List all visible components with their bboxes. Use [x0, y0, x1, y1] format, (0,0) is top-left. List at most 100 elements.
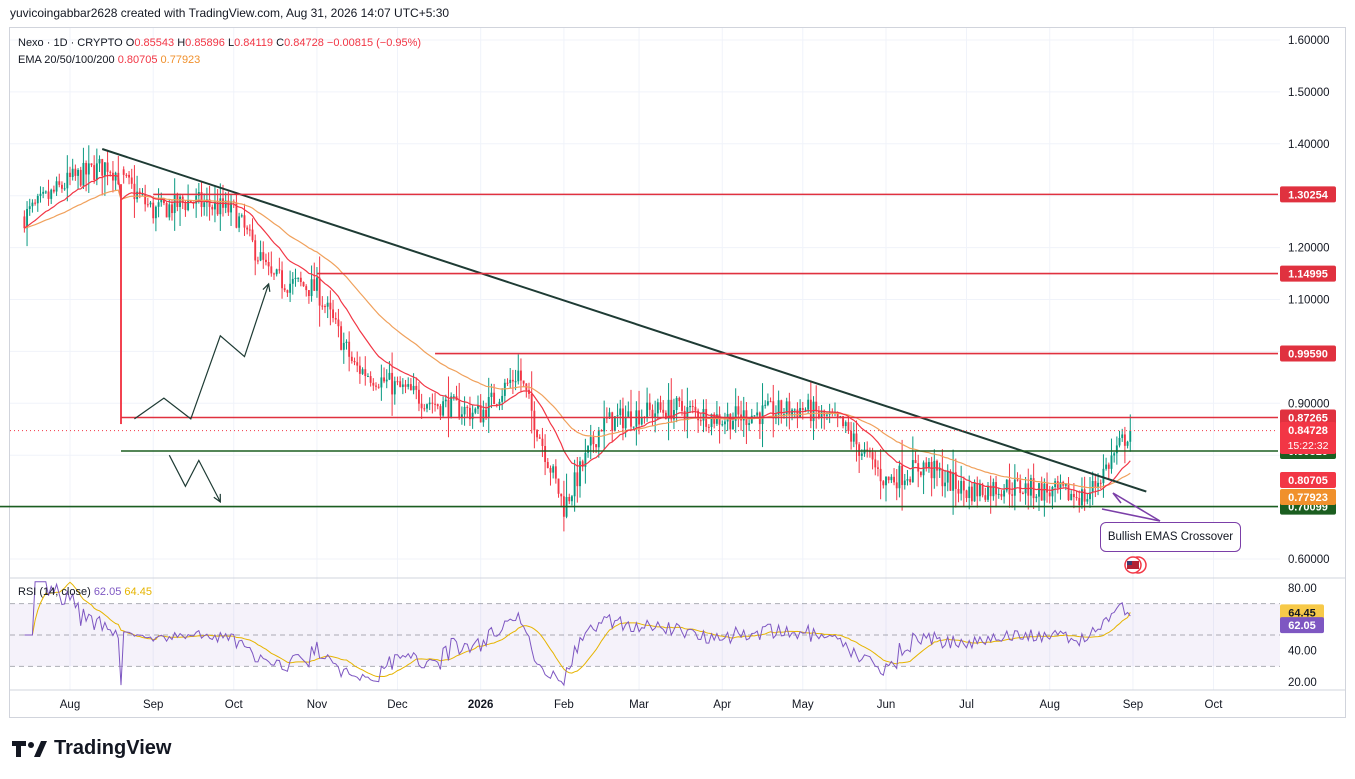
candle [960, 465, 963, 501]
candle [36, 193, 39, 212]
candle [745, 401, 748, 445]
candle [724, 412, 726, 435]
time-tick-label: Feb [554, 699, 574, 711]
candle [766, 393, 769, 407]
candle-body [973, 483, 976, 502]
high-value: 0.85896 [185, 37, 225, 49]
candle [667, 383, 670, 441]
candle-body [289, 283, 292, 293]
candle-body [74, 168, 77, 176]
candle-body [656, 402, 659, 414]
candle-body [474, 408, 477, 413]
candle-body [243, 215, 246, 228]
candle [984, 487, 987, 503]
candle [240, 213, 243, 218]
candle [1016, 472, 1019, 482]
candle-body [444, 399, 447, 402]
candle [256, 256, 259, 265]
candle-body [246, 227, 249, 230]
candle [847, 415, 850, 434]
rsi-line [24, 581, 1131, 687]
candle-body [804, 409, 807, 411]
candle-body [313, 279, 316, 291]
candle [334, 312, 337, 324]
candle-body [874, 459, 877, 468]
candle-body [753, 415, 756, 417]
candle [769, 397, 772, 403]
candle-body [262, 252, 265, 260]
candle-body [1089, 492, 1091, 500]
candle-body [1094, 481, 1097, 487]
chart-frame [9, 27, 1346, 718]
annotation-text: Bullish EMAS Crossover [1107, 531, 1234, 543]
candle-body [348, 341, 351, 357]
candle [447, 376, 450, 438]
candle-body [106, 162, 109, 172]
candle-body [273, 273, 275, 275]
candle [418, 382, 420, 412]
candle-body [877, 467, 879, 469]
candle [267, 252, 270, 276]
candle [761, 383, 764, 448]
candle [106, 151, 109, 186]
candle [34, 199, 37, 206]
support-resistance-levels [0, 193, 1278, 508]
candle-body [734, 406, 737, 421]
bearish-projection-path [168, 454, 221, 503]
candle-body [404, 384, 407, 387]
candle-body [579, 461, 581, 487]
candle-body [401, 384, 404, 387]
candle-body [208, 199, 211, 207]
candle-body [342, 342, 345, 350]
candle-body [686, 407, 689, 421]
candle [866, 441, 869, 458]
candle-body [122, 169, 125, 175]
candle [541, 427, 544, 458]
candle [659, 395, 662, 413]
candle-body [622, 408, 624, 429]
candle-body [780, 400, 783, 415]
candle [348, 331, 351, 372]
candle [1097, 473, 1099, 496]
candle-body [1019, 480, 1022, 493]
symbol-label[interactable]: Nexo · 1D · CRYPTO [18, 37, 123, 49]
candle [128, 171, 130, 185]
candle-body [1048, 492, 1051, 497]
candle-body [112, 172, 114, 181]
candle [211, 204, 214, 216]
candle-body [412, 385, 415, 391]
candle-body [36, 195, 39, 204]
candle-body [817, 411, 820, 418]
candle-body [426, 404, 428, 409]
ema-label[interactable]: EMA 20/50/100/200 [18, 54, 115, 66]
candle-body [144, 193, 147, 205]
candle [383, 367, 385, 384]
candle-body [852, 433, 855, 442]
bullish-crossover-annotation[interactable]: Bullish EMAS Crossover [1100, 522, 1241, 552]
candle-body [761, 405, 764, 425]
candle-body [858, 444, 861, 456]
level-price-badge [1280, 409, 1336, 426]
candle [1086, 493, 1089, 505]
rsi-tick-label: 20.00 [1288, 677, 1317, 689]
candle [987, 481, 989, 502]
candle [90, 163, 93, 168]
candle [490, 383, 493, 409]
candle [1123, 426, 1126, 464]
candle [1072, 482, 1075, 509]
rsi-label[interactable]: RSI (14, close) [18, 586, 91, 598]
candle [654, 400, 657, 433]
candle-body [63, 188, 66, 190]
candle-body [538, 437, 541, 439]
tradingview-logo[interactable]: TradingView [12, 737, 171, 760]
candle-body [702, 408, 705, 421]
candle-body [667, 399, 670, 419]
candle-body [1054, 481, 1057, 487]
candle [957, 480, 960, 503]
candle [1102, 454, 1105, 498]
candle-body [954, 472, 957, 489]
candle [748, 419, 751, 432]
candle [616, 403, 619, 427]
candle-body [839, 416, 842, 418]
